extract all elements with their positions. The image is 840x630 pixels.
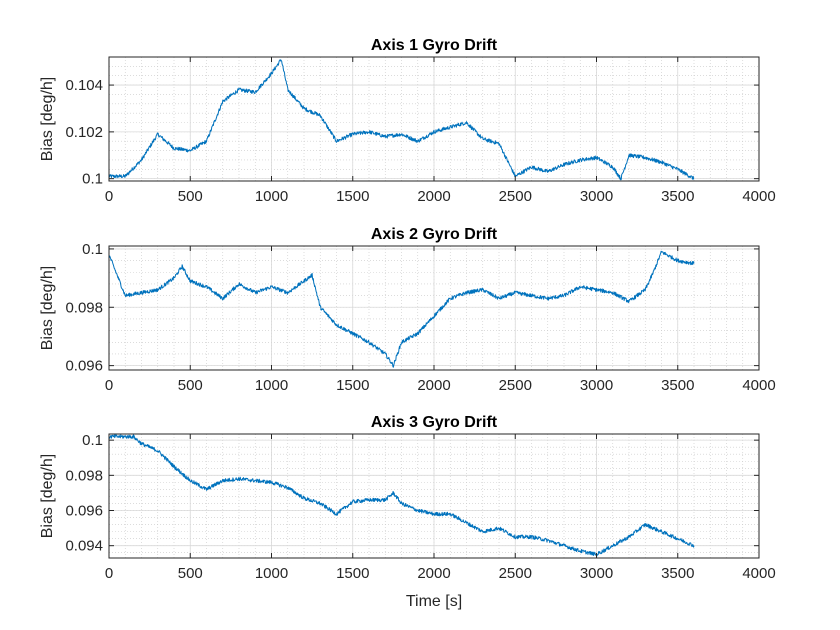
x-tick-label: 3500 xyxy=(661,565,694,582)
x-tick-label: 1000 xyxy=(255,377,288,394)
x-tick-label: 3500 xyxy=(661,188,694,205)
y-tick-label: 0.098 xyxy=(65,299,103,316)
y-tick-label: 0.104 xyxy=(65,77,103,94)
x-tick-label: 2500 xyxy=(499,188,532,205)
x-tick-label: 2000 xyxy=(417,188,450,205)
x-tick-label: 2000 xyxy=(417,377,450,394)
y-tick-label: 0.096 xyxy=(65,503,103,520)
subplot-1: 0 500 1000 1500 2000 2500 3000 3500 4000 0.1 0.102… xyxy=(39,37,776,205)
x-tick-label: 500 xyxy=(178,565,203,582)
x-axis-label: Time [s] xyxy=(406,593,462,610)
y-tick-label: 0.098 xyxy=(65,467,103,484)
x-tick-label: 500 xyxy=(178,188,203,205)
subplot-3: 0 500 1000 1500 2000 2500 3000 3500 4000 0.094 0.0… xyxy=(39,414,776,610)
y-axis-label: Bias [deg/h] xyxy=(39,266,56,351)
y-tick-label: 0.096 xyxy=(65,358,103,375)
x-tick-label: 3000 xyxy=(580,188,613,205)
y-tick-label: 0.1 xyxy=(82,171,103,188)
x-tick-label: 1500 xyxy=(336,565,369,582)
x-tick-label: 0 xyxy=(105,377,113,394)
y-axis-label: Bias [deg/h] xyxy=(39,454,56,539)
x-tick-label: 4000 xyxy=(742,188,775,205)
x-tick-label: 1000 xyxy=(255,565,288,582)
x-tick-label: 4000 xyxy=(742,565,775,582)
x-tick-label: 1500 xyxy=(336,377,369,394)
x-tick-label: 0 xyxy=(105,565,113,582)
y-axis-label: Bias [deg/h] xyxy=(39,77,56,162)
x-tick-label: 500 xyxy=(178,377,203,394)
x-tick-label: 1000 xyxy=(255,188,288,205)
subplot-title: Axis 2 Gyro Drift xyxy=(371,226,498,243)
subplot-title: Axis 1 Gyro Drift xyxy=(371,37,498,54)
x-tick-label: 4000 xyxy=(742,377,775,394)
x-tick-label: 2500 xyxy=(499,377,532,394)
y-tick-label: 0.1 xyxy=(82,241,103,258)
x-tick-label: 3500 xyxy=(661,377,694,394)
series-line-1 xyxy=(108,250,695,368)
x-tick-label: 3000 xyxy=(580,565,613,582)
subplot-2: 0 500 1000 1500 2000 2500 3000 3500 4000 0.096 0.0… xyxy=(39,226,776,394)
y-tick-label: 0.102 xyxy=(65,124,103,141)
x-tick-label: 2500 xyxy=(499,565,532,582)
y-tick-label: 0.094 xyxy=(65,538,103,555)
x-tick-label: 3000 xyxy=(580,377,613,394)
x-tick-label: 2000 xyxy=(417,565,450,582)
x-tick-label: 0 xyxy=(105,188,113,205)
series-line-1 xyxy=(108,59,695,181)
x-tick-label: 1500 xyxy=(336,188,369,205)
y-tick-label: 0.1 xyxy=(82,432,103,449)
subplot-title: Axis 3 Gyro Drift xyxy=(371,414,498,431)
